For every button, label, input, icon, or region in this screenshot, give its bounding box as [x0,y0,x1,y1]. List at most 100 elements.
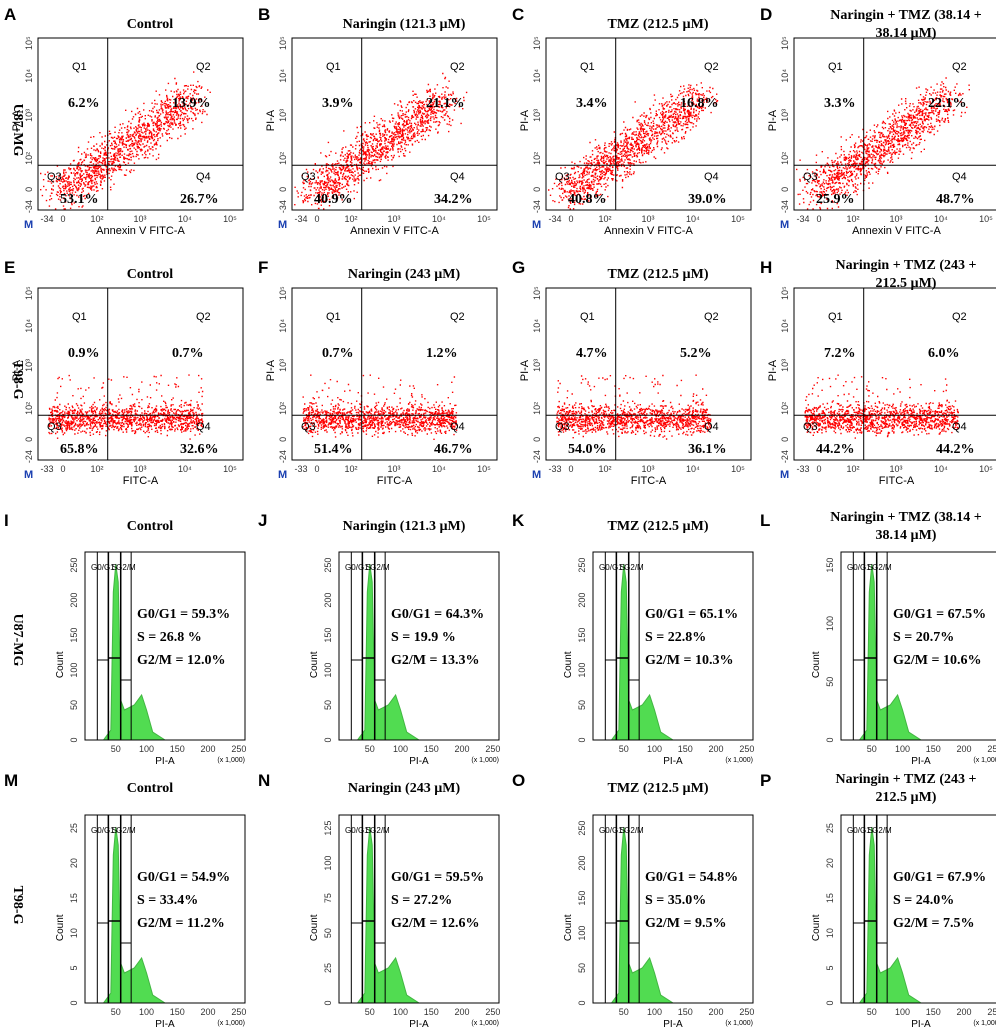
y-tick-label: 10² [780,402,790,415]
cell-cycle-stat: G0/G1 = 59.3% [137,607,230,622]
y-tick-label: 0 [24,187,34,192]
x-axis-label: PI-A [409,756,429,767]
x-axis-label: Annexin V FITC-A [96,225,185,237]
gate-label: S [868,563,873,572]
y-tick-label: 25 [825,823,835,833]
x-tick-label: 0 [314,464,319,474]
quadrant-percent: 53.1% [60,192,99,207]
quadrant-percent: 6.0% [928,346,960,361]
panel-title: 38.14 µM) [876,528,937,543]
histogram [102,826,167,1004]
x-tick-label: 10⁴ [178,214,192,224]
y-tick-label: 10⁵ [278,36,288,50]
row-label: T98-G [10,886,25,925]
plot-frame [84,814,246,1004]
cell-cycle-stat: G0/G1 = 65.1% [645,607,738,622]
y-tick-label: 15 [825,893,835,903]
cell-cycle-stat: G0/G1 = 64.3% [391,607,484,622]
x-tick-label: 10⁵ [477,464,491,474]
y-tick-label: 250 [577,821,587,836]
panel-letter: O [512,771,525,790]
y-tick-label: 20 [825,858,835,868]
scatter-dots [556,374,712,440]
x-tick-label: -33 [796,464,809,474]
x-tick-label: 150 [678,744,693,754]
x-axis-label: Annexin V FITC-A [350,225,439,237]
y-axis-label: Count [563,914,574,941]
y-axis-label: PI-A [265,109,277,131]
x-tick-label: 250 [485,1007,500,1017]
x-tick-label: 0 [568,464,573,474]
quadrant-percent: 32.6% [180,442,219,457]
x-tick-label: 250 [987,744,996,754]
x-tick-label: 200 [957,1007,972,1017]
gate [96,815,109,1003]
quadrant-label: Q1 [828,61,843,73]
y-tick-label: 10 [69,928,79,938]
panel-letter: C [512,5,524,24]
x-tick-label: 100 [895,744,910,754]
y-tick-label: 10² [532,152,542,165]
gate-label: S [112,563,117,572]
y-axis-label: PI-A [767,109,779,131]
marker: M [24,469,33,481]
marker: M [532,469,541,481]
cell-cycle-stat: S = 35.0% [645,893,706,908]
y-tick-label: 10² [532,402,542,415]
x-tick-label: 50 [365,744,375,754]
x-tick-label: 50 [111,1007,121,1017]
gate [374,552,386,740]
y-tick-label: 0 [69,737,79,742]
quadrant-label: Q1 [326,311,341,323]
quadrant-label: Q4 [196,171,211,183]
quadrant-label: Q2 [196,311,211,323]
x-tick-label: 200 [455,1007,470,1017]
cell-cycle-stat: S = 26.8 % [137,630,202,645]
x-tick-label: 10² [598,464,611,474]
quadrant-label: Q3 [555,171,570,183]
x-tick-label: 10² [90,464,103,474]
y-tick-label: 10⁵ [780,286,790,300]
x-tick-label: 0 [314,214,319,224]
x-tick-label: 10⁴ [934,214,948,224]
x-tick-label: 10³ [133,214,146,224]
y-tick-label: 20 [69,858,79,868]
quadrant-label: Q4 [450,171,465,183]
gate-label: G0/G1 [345,563,369,572]
x-axis-label: FITC-A [879,475,915,487]
gate [350,815,363,1003]
x-tick-label: -34 [548,214,561,224]
quadrant-percent: 1.2% [426,346,458,361]
quadrant-label: Q1 [828,311,843,323]
quadrant-percent: 3.4% [576,96,608,111]
panel-title: TMZ (212.5 µM) [608,17,709,32]
quadrant-percent: 44.2% [816,442,855,457]
marker: M [24,219,33,231]
quadrant-label: Q3 [803,171,818,183]
quadrant-label: Q2 [952,61,967,73]
quadrant-label: Q1 [72,311,87,323]
quadrant-percent: 40.8% [568,192,607,207]
gate-label: G0/G1 [599,563,623,572]
y-axis-label: PI-A [11,359,23,381]
y-tick-label: 10² [24,152,34,165]
y-tick-label: 50 [323,700,333,710]
x-tick-label: -34 [294,214,307,224]
histogram [858,563,923,741]
quadrant-label: Q1 [580,61,595,73]
x-axis-label: PI-A [911,1019,931,1030]
y-tick-label: 0 [532,437,542,442]
panel-title: 212.5 µM) [876,790,937,805]
x-tick-label: 10³ [889,214,902,224]
cell-cycle-stat: G0/G1 = 54.8% [645,870,738,885]
histogram [356,563,421,741]
y-tick-label: 0 [577,1000,587,1005]
quadrant-label: Q3 [301,171,316,183]
x-tick-label: 10² [598,214,611,224]
y-tick-label: 0 [278,437,288,442]
gate-label: G2/M [624,563,644,572]
cell-cycle-stat: S = 20.7% [893,630,954,645]
quadrant-label: Q4 [952,421,967,433]
x-tick-label: 250 [231,744,246,754]
y-tick-label: 100 [323,856,333,871]
